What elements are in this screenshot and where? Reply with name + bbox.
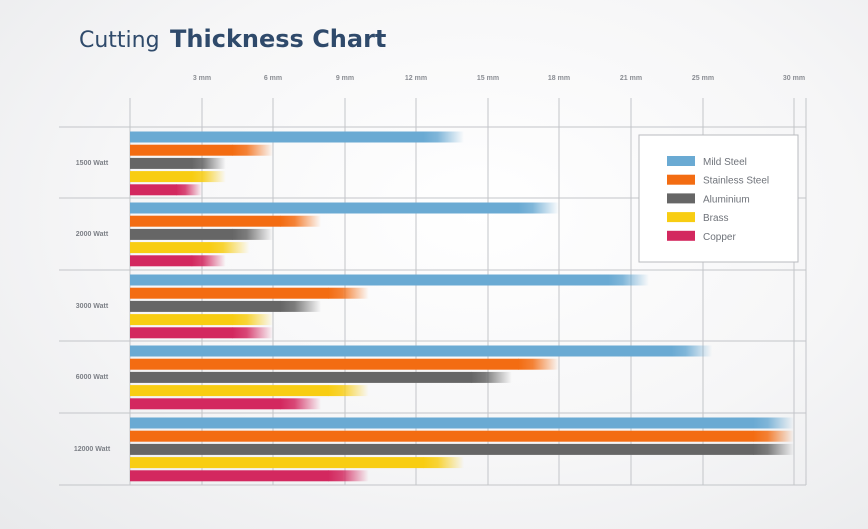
bar-fade: [753, 417, 794, 429]
bar-fade: [280, 398, 321, 410]
bar-fade: [232, 314, 273, 326]
bar: [130, 345, 673, 357]
x-axis-ticks: 3 mm 6 mm 9 mm 12 mm 15 mm 18 mm 21 mm 25 mm 30 …: [193, 75, 805, 82]
bar: [130, 300, 281, 312]
legend-label: Aluminium: [703, 194, 750, 205]
bar-fade: [191, 255, 226, 267]
chart-title-prefix: Cutting: [79, 28, 160, 53]
legend-label: Mild Steel: [703, 157, 747, 168]
x-tick-label: 15 mm: [477, 75, 499, 82]
bar-fade: [671, 345, 713, 357]
bar-fade: [328, 287, 369, 299]
bar: [130, 184, 177, 196]
bar: [130, 144, 233, 156]
bar-fade: [328, 385, 369, 397]
bar: [130, 228, 233, 240]
bar: [130, 327, 233, 339]
category-label: 6000 Watt: [76, 374, 109, 381]
bar: [130, 457, 424, 469]
chart-title-main: Thickness Chart: [170, 25, 386, 53]
bar: [130, 131, 424, 143]
bar-fade: [423, 457, 464, 469]
legend-swatch: [667, 156, 695, 166]
legend-box: [638, 134, 799, 263]
bar: [130, 470, 329, 482]
bar: [130, 398, 281, 410]
bar-fade: [518, 358, 559, 370]
bar-fade: [280, 300, 321, 312]
bar: [130, 430, 754, 442]
legend-label: Stainless Steel: [703, 176, 769, 187]
legend-items: Mild Steel Stainless Steel Aluminium Brass C…: [667, 156, 769, 243]
bar-fade: [280, 215, 321, 227]
bar-fade: [753, 443, 794, 455]
legend-swatch: [667, 212, 695, 223]
x-tick-label: 9 mm: [336, 75, 354, 82]
bar-fade: [191, 157, 226, 169]
legend-label: Brass: [703, 213, 729, 224]
bar: [130, 171, 193, 183]
bar: [130, 358, 519, 370]
bar-fade: [328, 470, 369, 482]
bar: [130, 215, 281, 227]
bar-fade: [208, 242, 250, 254]
bar: [130, 157, 193, 169]
bar: [130, 371, 472, 383]
category-label: 12000 Watt: [74, 446, 111, 453]
bar: [130, 242, 210, 254]
bar-fade: [471, 371, 512, 383]
bars: [130, 131, 794, 482]
bar-fade: [608, 274, 649, 286]
bar: [130, 202, 519, 214]
x-tick-label: 30 mm: [783, 75, 805, 82]
legend: Mild Steel Stainless Steel Aluminium Brass C…: [638, 134, 799, 263]
category-label: 1500 Watt: [76, 160, 109, 167]
bar-fade: [232, 144, 273, 156]
x-tick-label: 18 mm: [548, 75, 570, 82]
legend-swatch: [667, 174, 695, 185]
bar: [130, 385, 329, 397]
bar: [130, 443, 754, 455]
legend-swatch: [667, 193, 695, 204]
bar: [130, 417, 754, 429]
bar: [130, 255, 193, 267]
bar-fade: [176, 184, 202, 196]
legend-swatch: [667, 230, 695, 241]
bar-fade: [423, 131, 464, 143]
bar-fade: [232, 327, 273, 339]
bar-fade: [232, 228, 273, 240]
x-tick-label: 21 mm: [620, 75, 642, 82]
category-labels: 1500 Watt 2000 Watt 3000 Watt 6000 Watt 1200…: [74, 160, 111, 453]
bar-fade: [191, 171, 226, 183]
category-label: 3000 Watt: [76, 303, 109, 310]
bar-fade: [753, 430, 794, 442]
legend-label: Copper: [703, 232, 736, 243]
x-tick-label: 25 mm: [692, 75, 714, 82]
bar: [130, 287, 329, 299]
x-tick-label: 6 mm: [264, 75, 282, 82]
bar: [130, 314, 233, 326]
category-label: 2000 Watt: [76, 231, 109, 238]
bar-fade: [518, 202, 559, 214]
bar: [130, 274, 609, 286]
x-tick-label: 12 mm: [405, 75, 427, 82]
chart-title: Cutting Thickness Chart: [79, 25, 386, 53]
x-tick-label: 3 mm: [193, 75, 211, 82]
